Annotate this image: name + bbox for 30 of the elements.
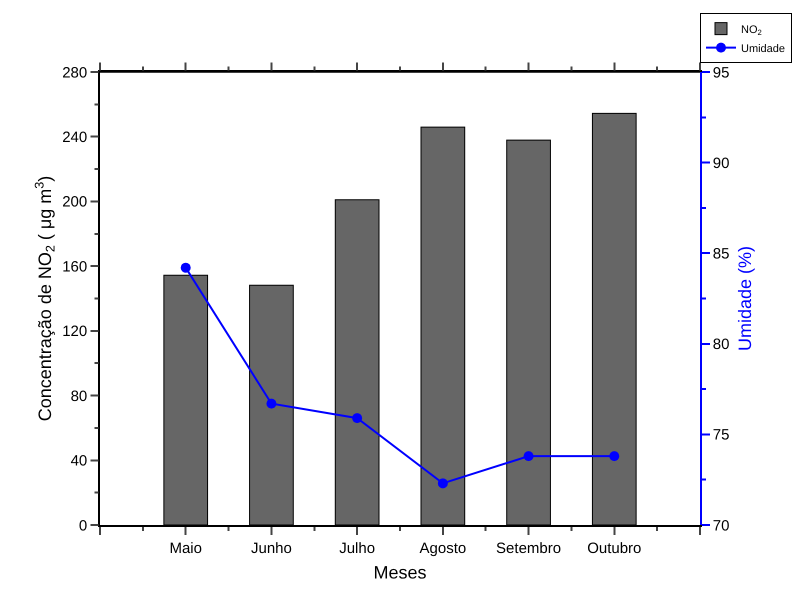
x-tick-label: Agosto — [420, 540, 466, 557]
x-tick-label: Junho — [250, 540, 292, 557]
x-tick-label: Outubro — [587, 540, 642, 557]
y-tick-label: 80 — [70, 388, 88, 405]
y2-tick-label: 90 — [712, 154, 730, 172]
x-tick-label: Julho — [339, 540, 376, 557]
x-axis-title: Meses — [373, 562, 427, 582]
point — [180, 262, 191, 273]
y-tick-label: 0 — [78, 517, 88, 534]
point — [609, 451, 620, 462]
point — [352, 413, 362, 424]
point — [266, 398, 276, 409]
y-tick-label: 280 — [62, 64, 88, 82]
y-tick-label: 200 — [62, 194, 88, 211]
legend-label: NO$_{2}$ — [741, 24, 762, 38]
y2-tick-label: 80 — [712, 336, 730, 354]
y2-tick-label: 95 — [712, 64, 730, 82]
point — [524, 451, 534, 462]
y2-axis-title: Umidade (%) — [735, 246, 756, 352]
y-tick-label: 160 — [62, 258, 88, 276]
y-tick-label: 240 — [62, 128, 88, 146]
y2-tick-label: 85 — [712, 245, 730, 262]
y-tick-label: 40 — [70, 452, 88, 470]
x-tick-label: Maio — [169, 540, 202, 557]
x-tick-label: Setembro — [496, 540, 562, 557]
y2-tick-label: 70 — [712, 517, 730, 534]
legend-label: Umidade — [741, 42, 786, 55]
y-tick-label: 120 — [62, 323, 88, 340]
y2-tick-label: 75 — [712, 426, 730, 444]
point — [438, 478, 448, 488]
